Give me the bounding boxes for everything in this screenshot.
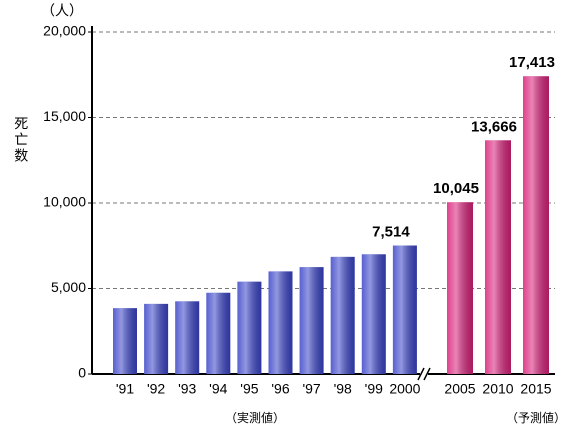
axis-break <box>417 367 425 381</box>
x-tick-label: '91 <box>116 381 134 397</box>
group-label: （予測値） <box>506 410 566 425</box>
y-tick-label: 10,000 <box>43 194 86 210</box>
bar-shine <box>268 271 293 374</box>
x-tick-label: 2015 <box>520 381 551 397</box>
bar-shine <box>523 76 549 374</box>
bar-shine <box>330 256 355 374</box>
x-tick-label: '98 <box>334 381 352 397</box>
data-label: 10,045 <box>433 180 479 197</box>
x-tick-label: '99 <box>365 381 383 397</box>
y-tick-label: 15,000 <box>43 108 86 124</box>
x-tick-label: '97 <box>302 381 320 397</box>
y-axis-label-text: 死亡数 <box>13 116 29 164</box>
x-tick-label: 2010 <box>482 381 513 397</box>
bar-shine <box>175 301 200 374</box>
x-tick-label: '96 <box>271 381 289 397</box>
x-tick-label: 2005 <box>444 381 475 397</box>
bar-shine <box>299 267 324 374</box>
x-tick-label: '95 <box>240 381 258 397</box>
group-label: （実測値） <box>225 410 285 425</box>
y-tick-label: 20,000 <box>43 23 86 39</box>
bar-shine <box>447 202 473 374</box>
bar-shine <box>392 245 417 374</box>
bar-shine <box>113 308 137 374</box>
x-tick-label: '93 <box>178 381 196 397</box>
bar-shine <box>144 303 169 374</box>
data-label: 7,514 <box>372 223 410 240</box>
y-tick-label: 0 <box>78 365 86 381</box>
x-tick-label: '94 <box>209 381 227 397</box>
bar-shine <box>237 281 262 374</box>
bar-shine <box>361 254 386 374</box>
y-tick-label: 5,000 <box>51 279 86 295</box>
x-tick-label: '92 <box>147 381 165 397</box>
axis-break <box>423 367 431 381</box>
data-label: 17,413 <box>509 54 555 71</box>
bar-shine <box>206 292 231 374</box>
unit-label: （人） <box>41 3 83 19</box>
y-axis-label: 死亡数 <box>13 116 29 164</box>
x-tick-label: 2000 <box>389 381 420 397</box>
axis-break-gap <box>420 368 428 380</box>
data-label: 13,666 <box>471 118 517 135</box>
bar-shine <box>485 140 511 374</box>
